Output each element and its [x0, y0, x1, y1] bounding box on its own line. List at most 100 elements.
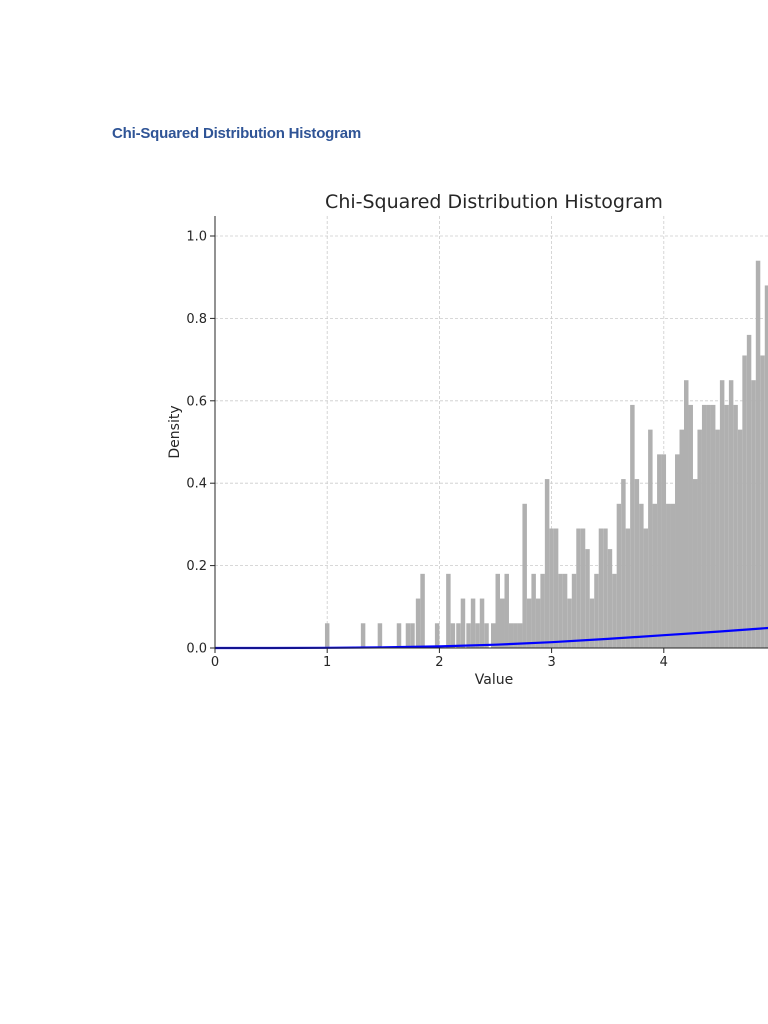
- histogram-bar: [760, 355, 765, 648]
- histogram-bar: [558, 573, 563, 648]
- histogram-bar: [648, 429, 653, 648]
- histogram-bar: [470, 598, 476, 648]
- histogram-bar: [504, 573, 509, 648]
- histogram-bar: [508, 623, 514, 648]
- histogram-bar: [661, 454, 667, 648]
- histogram-bar: [675, 454, 680, 648]
- histogram-bar: [460, 598, 466, 648]
- histogram-bar: [479, 598, 485, 648]
- histogram-bar: [621, 479, 626, 648]
- histogram-bar: [683, 380, 689, 648]
- histogram-bar: [540, 573, 545, 648]
- histogram-bars: [324, 260, 768, 648]
- histogram-bar: [724, 404, 729, 648]
- document-heading: Chi-Squared Distribution Histogram: [112, 125, 362, 142]
- histogram-chart: 0.0 0.2 0.4 0.6 0.8 1.0 0 1 2 3 4 Chi-Squared Dist…: [167, 191, 768, 688]
- axes: [210, 216, 768, 653]
- histogram-bar: [544, 479, 550, 648]
- histogram-bar: [513, 623, 518, 648]
- tick-labels: 0.0 0.2 0.4 0.6 0.8 1.0 0 1 2 3 4: [186, 230, 668, 671]
- y-tick-label: 0.0: [186, 642, 207, 657]
- y-tick-label: 0.6: [186, 394, 207, 409]
- x-axis-label: Value: [475, 672, 513, 688]
- histogram-bar: [751, 380, 756, 648]
- histogram-bar: [594, 573, 599, 648]
- histogram-bar: [706, 404, 711, 648]
- histogram-bar: [746, 334, 752, 648]
- histogram-bar: [679, 429, 684, 648]
- histogram-bar: [634, 479, 640, 648]
- histogram-bar: [396, 623, 402, 648]
- x-tick-label: 3: [547, 655, 555, 670]
- histogram-bar: [715, 429, 720, 648]
- histogram-bar: [697, 429, 702, 648]
- histogram-bar: [491, 623, 496, 648]
- histogram-bar: [324, 623, 330, 648]
- histogram-bar: [553, 528, 559, 648]
- histogram-bar: [733, 404, 738, 648]
- histogram-bar: [410, 623, 415, 648]
- histogram-bar: [549, 528, 554, 648]
- histogram-bar: [450, 623, 456, 648]
- histogram-bar: [517, 623, 523, 648]
- histogram-bar: [710, 404, 716, 648]
- histogram-bar: [742, 355, 747, 648]
- histogram-bar: [360, 623, 366, 648]
- histogram-bar: [630, 404, 635, 648]
- histogram-bar: [764, 285, 768, 648]
- histogram-bar: [420, 573, 425, 648]
- x-tick-label: 4: [660, 655, 668, 670]
- y-axis-label: Density: [167, 405, 183, 458]
- x-tick-label: 2: [435, 655, 443, 670]
- y-tick-label: 0.8: [186, 312, 207, 327]
- histogram-bar: [499, 598, 505, 648]
- histogram-bar: [755, 260, 761, 648]
- histogram-bar: [625, 528, 631, 648]
- histogram-bar: [434, 623, 440, 648]
- histogram-bar: [475, 623, 480, 648]
- histogram-bar: [670, 503, 676, 648]
- histogram-bar: [692, 479, 698, 648]
- histogram-bar: [446, 573, 451, 648]
- histogram-bar: [535, 598, 541, 648]
- histogram-bar: [701, 404, 707, 648]
- histogram-bar: [719, 380, 725, 648]
- histogram-bar: [666, 503, 671, 648]
- histogram-bar: [571, 573, 577, 648]
- histogram-bar: [688, 404, 693, 648]
- histogram-bar: [580, 528, 586, 648]
- histogram-bar: [585, 549, 590, 648]
- histogram-bar: [522, 503, 527, 648]
- histogram-bar: [589, 598, 595, 648]
- histogram-bar: [405, 623, 411, 648]
- histogram-figure: 0.0 0.2 0.4 0.6 0.8 1.0 0 1 2 3 4 Chi-Squared Dist…: [128, 152, 768, 704]
- histogram-bar: [531, 573, 536, 648]
- histogram-bar: [526, 598, 532, 648]
- histogram-bar: [657, 454, 662, 648]
- histogram-bar: [377, 623, 383, 648]
- histogram-bar: [612, 573, 617, 648]
- histogram-bar: [567, 598, 572, 648]
- histogram-bar: [415, 598, 421, 648]
- x-tick-label: 1: [323, 655, 331, 670]
- histogram-bar: [737, 429, 743, 648]
- histogram-bar: [598, 528, 604, 648]
- histogram-bar: [639, 503, 644, 648]
- histogram-bar: [562, 573, 568, 648]
- histogram-bar: [484, 623, 489, 648]
- histogram-bar: [576, 528, 581, 648]
- histogram-bar: [607, 549, 613, 648]
- y-tick-label: 0.4: [186, 477, 207, 492]
- x-tick-label: 0: [211, 655, 219, 670]
- histogram-bar: [495, 573, 500, 648]
- y-tick-label: 1.0: [186, 230, 207, 245]
- histogram-bar: [616, 503, 622, 648]
- histogram-bar: [652, 503, 658, 648]
- histogram-bar: [643, 528, 649, 648]
- histogram-bar: [603, 528, 608, 648]
- y-tick-label: 0.2: [186, 559, 207, 574]
- chart-title: Chi-Squared Distribution Histogram: [325, 191, 663, 213]
- histogram-bar: [466, 623, 471, 648]
- histogram-bar: [456, 623, 461, 648]
- histogram-bar: [728, 380, 734, 648]
